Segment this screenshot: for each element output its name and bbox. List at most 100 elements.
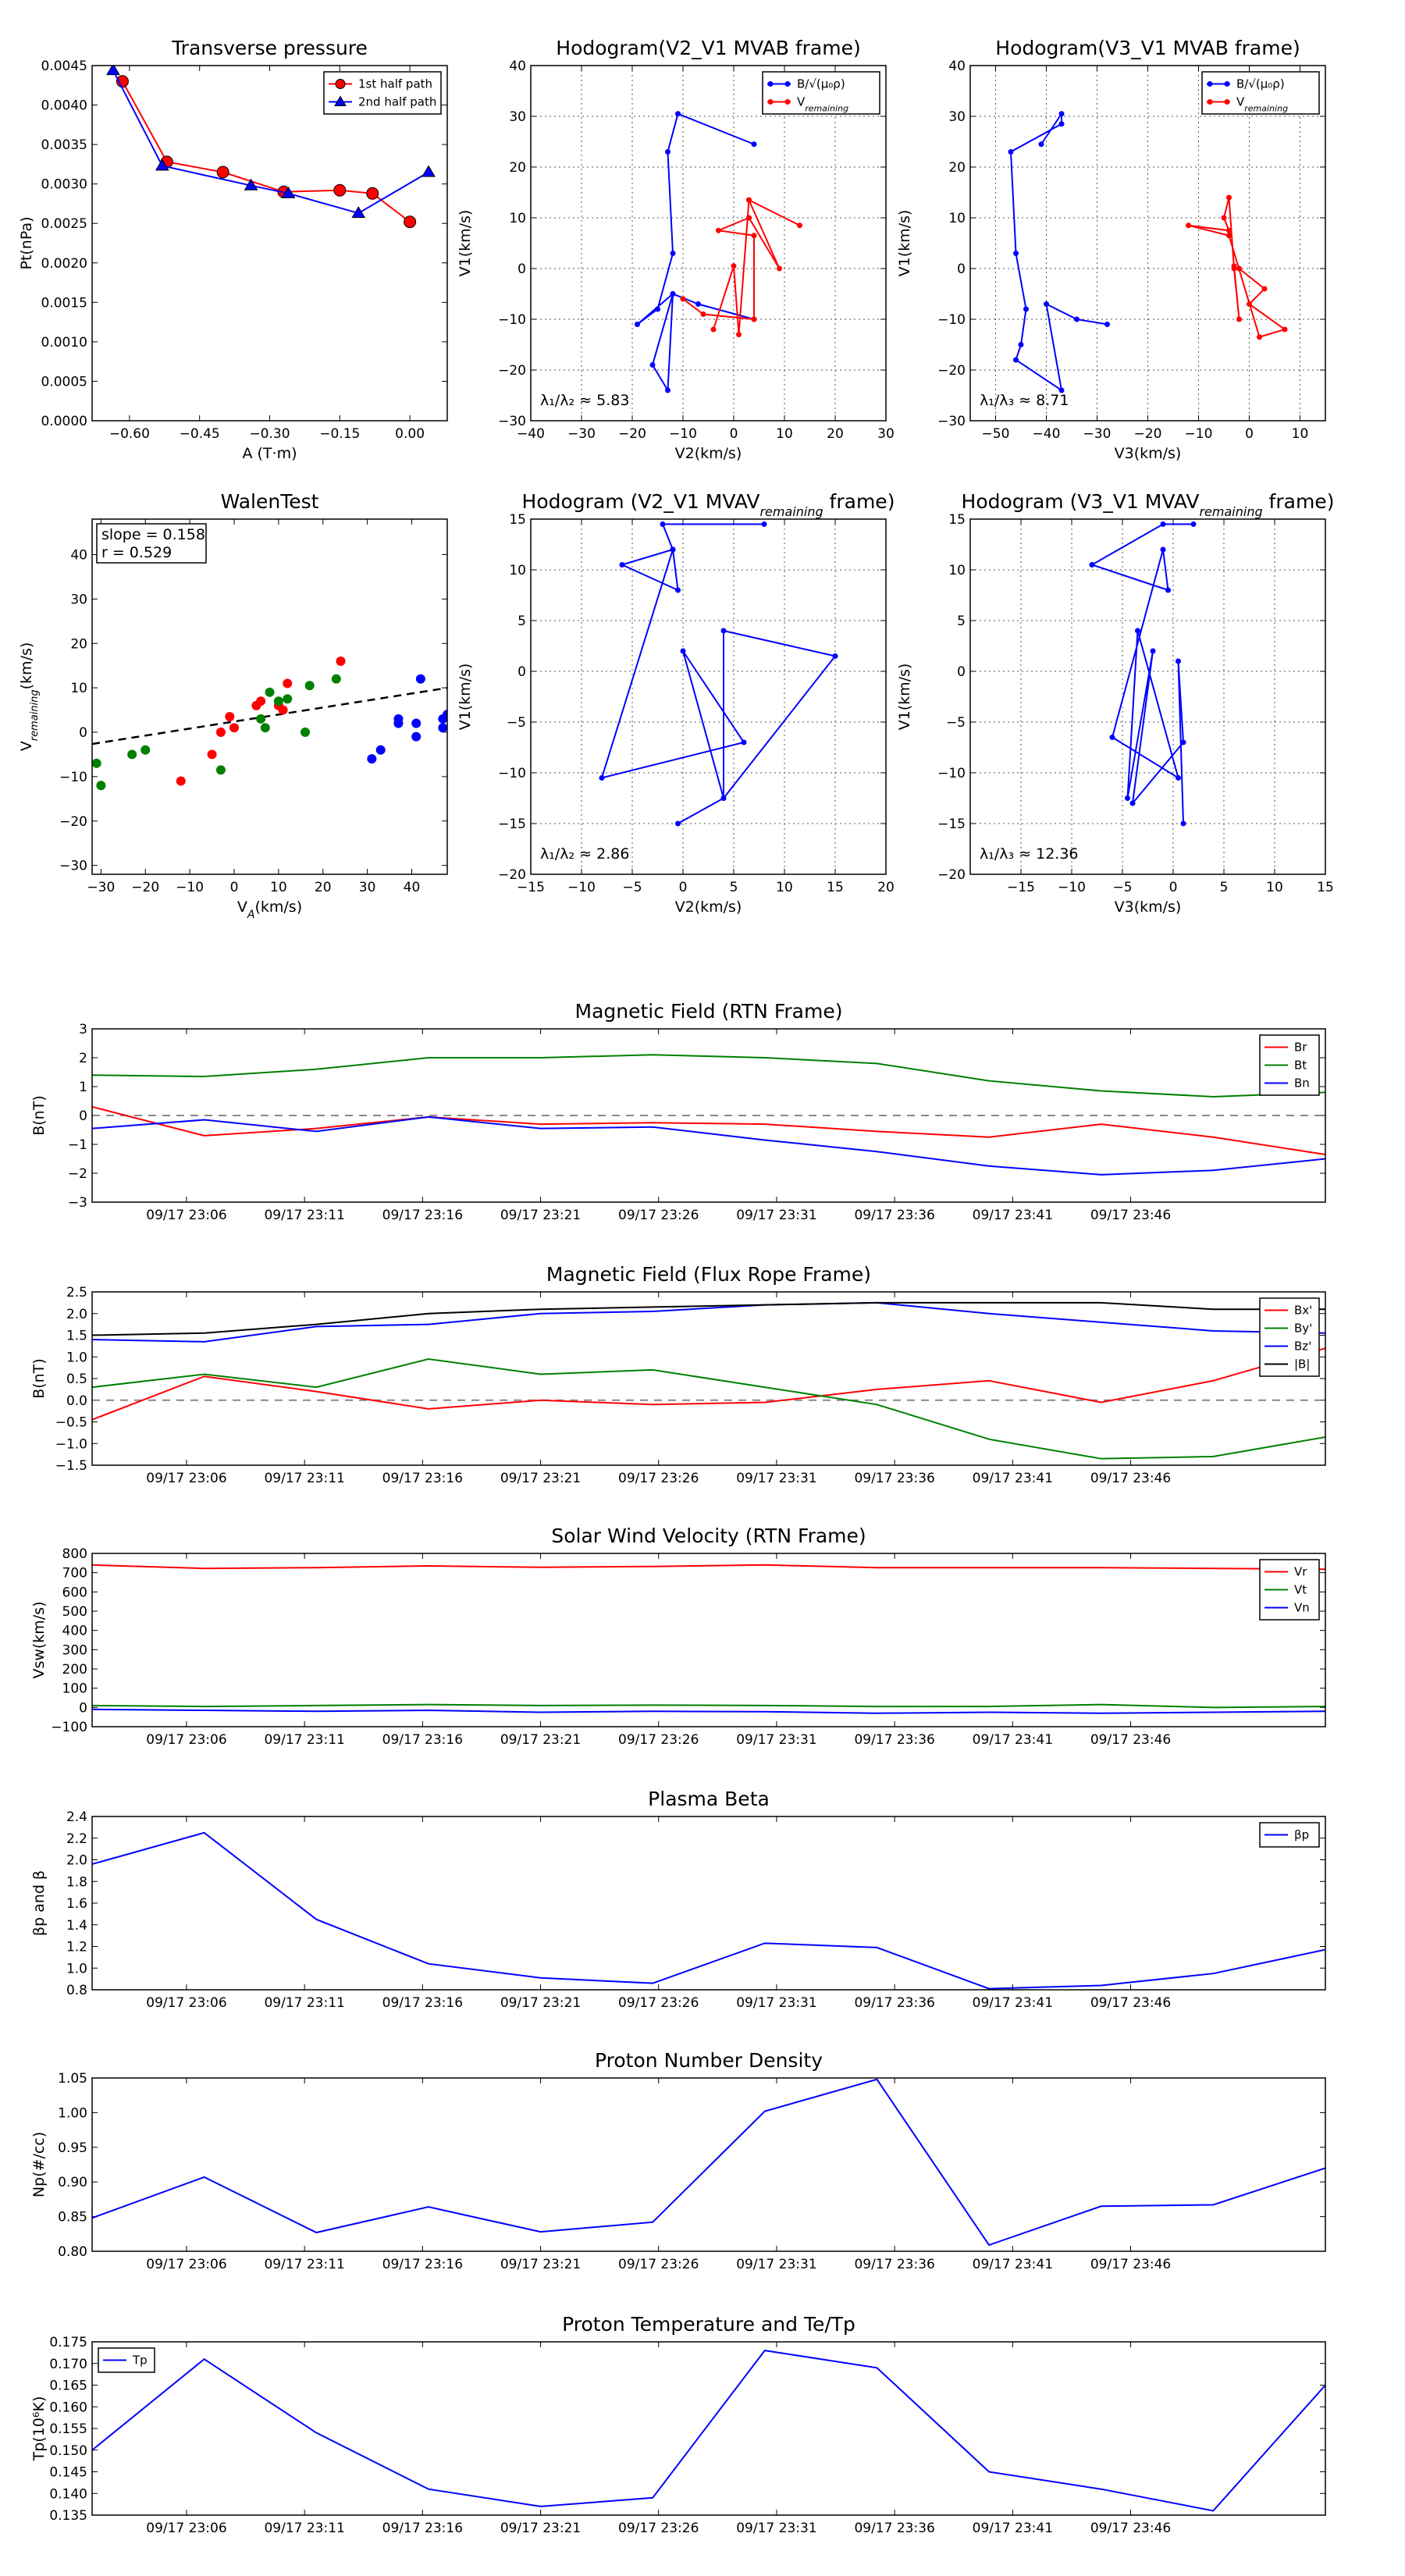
x-tick-label: −10 — [1185, 426, 1213, 442]
ratio-annotation: λ₁/λ₃ ≈ 8.71 — [980, 392, 1069, 409]
y-tick-label: 20 — [509, 160, 526, 176]
data-point — [1226, 233, 1232, 239]
y-tick-label: 0.0015 — [41, 295, 87, 311]
data-point — [695, 301, 701, 307]
x-tick-label: −20 — [618, 426, 646, 442]
y-tick-label: 0.140 — [49, 2486, 87, 2502]
y-tick-label: 0 — [79, 725, 87, 741]
x-tick-label: 10 — [1266, 880, 1283, 895]
chart-title: Transverse pressure — [171, 37, 368, 59]
legend: Vr Vt Vn — [1259, 1559, 1320, 1621]
y-tick-label: 1.0 — [66, 1961, 87, 1976]
data-point — [655, 306, 660, 312]
legend-marker — [1207, 81, 1213, 87]
scatter-point — [215, 728, 226, 737]
y-tick-label: 700 — [62, 1566, 87, 1582]
legend-label: 2nd half path — [358, 95, 436, 109]
data-point — [366, 187, 379, 200]
x-tick-label: 09/17 23:36 — [854, 2521, 934, 2536]
plot-area — [92, 1301, 1325, 1460]
legend: 1st half path 2nd half path — [323, 71, 442, 115]
x-tick-label: 15 — [1317, 880, 1334, 895]
scatter-point — [278, 705, 288, 715]
y-tick-label: 10 — [509, 211, 526, 226]
y-tick-label: 0.0020 — [41, 256, 87, 272]
x-tick-label: 09/17 23:31 — [736, 1732, 816, 1748]
legend-label: Bx' — [1294, 1304, 1312, 1318]
x-tick-label: 09/17 23:11 — [264, 1208, 344, 1223]
data-point — [700, 311, 706, 317]
scatter-point — [229, 723, 239, 733]
data-point — [675, 820, 681, 827]
ratio-annotation: λ₁/λ₂ ≈ 5.83 — [540, 392, 629, 409]
series-line — [92, 1564, 1325, 1571]
y-tick-label: 0 — [79, 1108, 87, 1124]
data-point — [680, 648, 686, 654]
legend-marker — [767, 81, 774, 87]
chart-title: Plasma Beta — [648, 1788, 770, 1810]
legend-label: Bt — [1294, 1059, 1307, 1073]
x-tick-label: 09/17 23:21 — [500, 1208, 581, 1223]
legend-label: Vremaining — [1236, 95, 1288, 114]
x-tick-label: 09/17 23:41 — [973, 1732, 1053, 1748]
y-axis-label: B(nT) — [30, 1095, 48, 1136]
y-tick-label: 10 — [509, 563, 526, 578]
y-tick-label: 0.0 — [66, 1393, 87, 1409]
x-tick-label: 09/17 23:06 — [146, 1995, 226, 2011]
y-axis-label: Np(#/cc) — [30, 2132, 48, 2197]
y-tick-label: 0.90 — [58, 2175, 87, 2190]
x-tick-label: 0 — [730, 426, 738, 442]
legend-label: βp — [1294, 1828, 1309, 1842]
chart-title: Solar Wind Velocity (RTN Frame) — [551, 1525, 866, 1547]
y-axis-label: Tp(10⁶K) — [30, 2396, 48, 2462]
x-tick-label: 09/17 23:16 — [382, 1732, 463, 1748]
y-tick-label: −30 — [498, 414, 526, 429]
data-point — [1058, 111, 1065, 117]
x-tick-label: 09/17 23:26 — [618, 1471, 699, 1486]
data-point — [731, 263, 737, 269]
scatter-point — [140, 745, 151, 755]
y-tick-label: 0.175 — [49, 2335, 87, 2350]
x-tick-label: −20 — [1134, 426, 1162, 442]
x-tick-label: 09/17 23:11 — [264, 1471, 344, 1486]
data-point — [1109, 735, 1115, 740]
data-point — [1180, 739, 1186, 745]
y-tick-label: 500 — [62, 1604, 87, 1620]
data-point — [1013, 251, 1019, 256]
legend-marker — [335, 79, 346, 89]
data-point — [1226, 227, 1232, 233]
y-tick-label: 0.165 — [49, 2379, 87, 2394]
chart-np: Proton Number Density 09/17 23:06 09/17 23… — [30, 2049, 1326, 2272]
plot-area — [1008, 111, 1288, 393]
scatter-point — [265, 687, 275, 697]
y-tick-label: −1.5 — [55, 1458, 87, 1474]
y-tick-label: 5 — [957, 614, 966, 629]
x-tick-label: 09/17 23:31 — [736, 2521, 816, 2536]
plot-area — [92, 2350, 1325, 2512]
x-tick-label: 09/17 23:31 — [736, 1995, 816, 2011]
x-tick-label: 0 — [230, 880, 239, 895]
x-tick-label: 09/17 23:36 — [854, 1732, 934, 1748]
y-tick-label: 40 — [948, 59, 966, 74]
scatter-point — [225, 712, 235, 722]
data-point — [1104, 322, 1110, 327]
scatter-point — [92, 758, 101, 768]
y-tick-label: 1.05 — [58, 2071, 87, 2087]
axes-frame — [91, 2077, 1326, 2252]
plot-area — [599, 521, 838, 827]
y-tick-label: 800 — [62, 1546, 87, 1562]
data-point — [1176, 658, 1181, 664]
axes-frame — [91, 2341, 1326, 2516]
plot-area — [92, 1831, 1325, 1990]
y-tick-label: −20 — [937, 363, 966, 379]
axes-frame — [530, 518, 887, 875]
y-tick-label: 2.2 — [66, 1831, 87, 1847]
data-point — [680, 296, 686, 302]
legend-label: Vn — [1294, 1601, 1310, 1615]
data-point — [660, 521, 666, 527]
x-tick-label: 10 — [270, 880, 287, 895]
x-tick-label: 09/17 23:16 — [382, 1208, 463, 1223]
series-line — [92, 2078, 1325, 2247]
legend-label: B/√(μ₀ρ) — [1236, 77, 1285, 91]
